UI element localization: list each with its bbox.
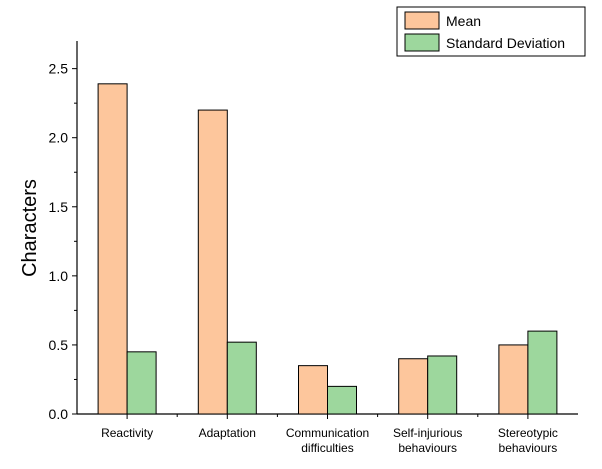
bar	[527, 330, 558, 415]
x-tick-label: Stereotypic behaviours	[498, 426, 558, 455]
x-tick-label: Self-injurious behaviours	[393, 426, 462, 455]
bar	[197, 109, 228, 415]
bar	[427, 355, 458, 415]
x-tick-label-line: difficulties	[301, 441, 353, 455]
y-tick-label: 1.5	[49, 199, 69, 215]
x-tick-label-line: Self-injurious	[393, 426, 462, 440]
y-tick-label: 2.0	[49, 130, 69, 146]
bar	[226, 341, 257, 415]
y-tick-label: 0.0	[49, 406, 69, 422]
bar	[398, 358, 429, 415]
x-tick-label-line: Reactivity	[101, 426, 153, 440]
x-tick-label: Adaptation	[199, 426, 256, 440]
x-tick-label-line: Communication	[286, 426, 369, 440]
bar	[498, 344, 529, 415]
legend-label: Mean	[446, 13, 481, 29]
legend-label: Standard Deviation	[446, 35, 565, 51]
x-tick-label: Reactivity	[101, 426, 153, 440]
bar	[97, 83, 128, 415]
y-tick-label: 2.5	[49, 61, 69, 77]
y-tick-label: 1.0	[49, 268, 69, 284]
legend: Mean Standard Deviation	[396, 6, 586, 57]
x-tick-label-line: behaviours	[398, 441, 457, 455]
y-tick-label: 0.5	[49, 337, 69, 353]
x-tick-label-line: behaviours	[499, 441, 558, 455]
bar	[298, 365, 328, 415]
legend-swatch	[404, 33, 440, 52]
x-tick-label-line: Adaptation	[199, 426, 256, 440]
plot-area: 0.0 0.5 1.0 1.5 2.0 2.5 Reactivity Adaptation Co…	[49, 41, 578, 455]
y-axis-title: Characters	[19, 179, 41, 277]
bar	[327, 385, 357, 415]
x-tick-label: Communication difficulties	[286, 426, 369, 455]
bar	[126, 351, 157, 415]
x-tick-label-line: Stereotypic	[498, 426, 558, 440]
legend-swatch	[404, 11, 440, 30]
